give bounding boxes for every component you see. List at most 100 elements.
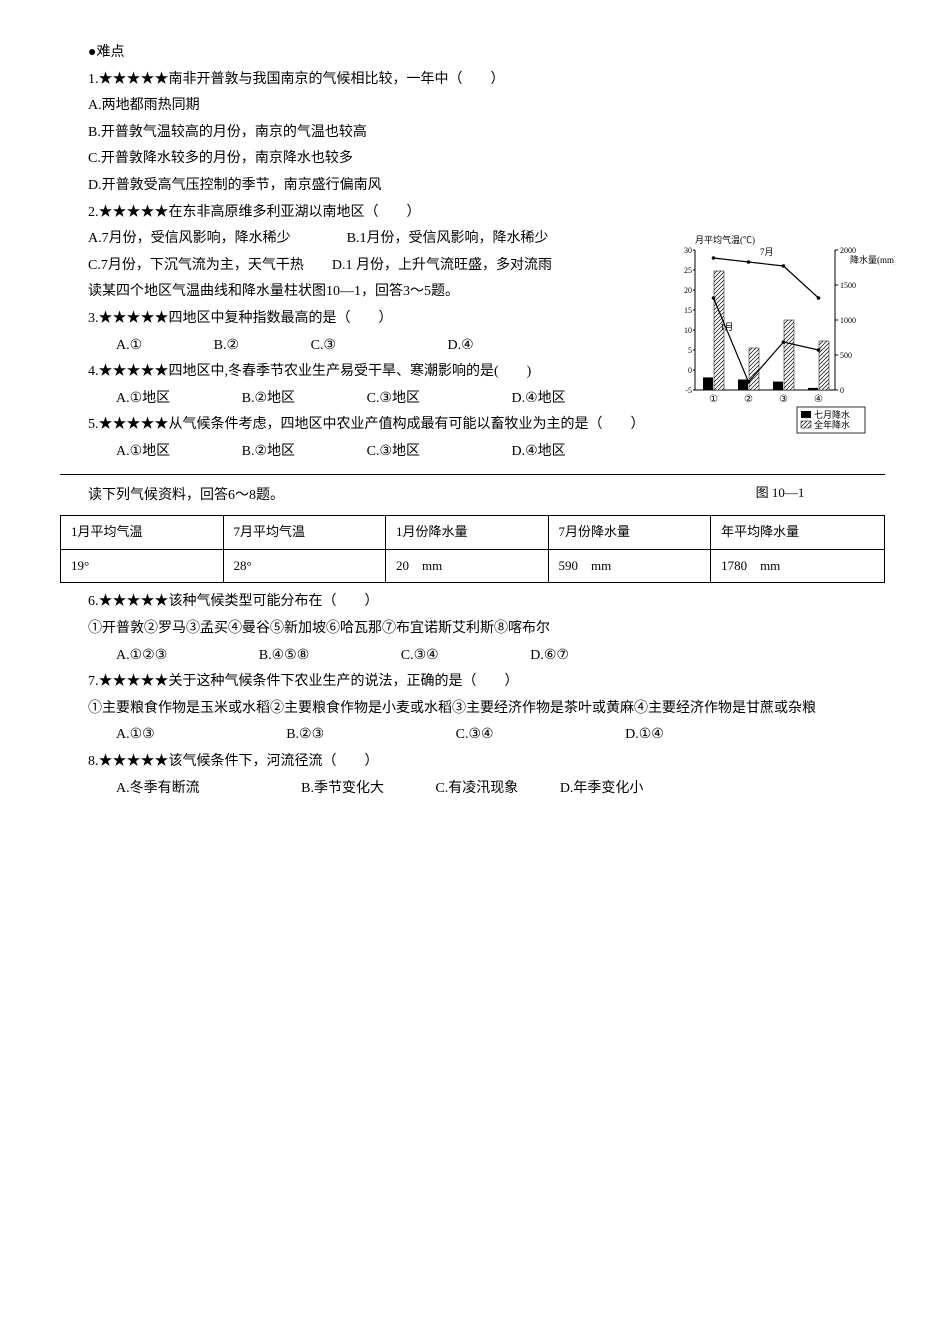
right-ticks: 2000 1500 1000 500 0 [835, 246, 856, 395]
q3-option-a: A.① [88, 333, 142, 360]
th-1: 1月平均气温 [61, 516, 224, 550]
left-y-label: 月平均气温(℃) [695, 235, 755, 245]
svg-text:25: 25 [684, 266, 692, 275]
svg-text:2000: 2000 [840, 246, 856, 255]
q6-choices: ①开普敦②罗马③孟买④曼谷⑤新加坡⑥哈瓦那⑦布宜诺斯艾利斯⑧喀布尔 [60, 616, 885, 643]
temp-line-jul [714, 258, 819, 298]
x-labels: ① ② ③ ④ [709, 394, 823, 405]
q1-option-b: B.开普敦气温较高的月份，南京的气温也较高 [60, 120, 885, 147]
bar-jul-1 [703, 377, 713, 390]
q3-option-d: D.④ [419, 333, 473, 360]
q3-stem: 3.★★★★★四地区中复种指数最高的是（ ） [60, 306, 650, 333]
svg-text:七月降水: 七月降水 [814, 409, 850, 420]
q7-option-b: B.②③ [258, 722, 324, 749]
svg-text:④: ④ [814, 394, 823, 405]
q1-option-d: D.开普敦受高气压控制的季节，南京盛行偏南风 [60, 173, 885, 200]
q2-stem: 2.★★★★★在东非高原维多利亚湖以南地区（ ） [60, 200, 650, 227]
q4-stem: 4.★★★★★四地区中,冬春季节农业生产易受干旱、寒潮影响的是( ) [60, 359, 650, 386]
q6-options: A.①②③ B.④⑤⑧ C.③④ D.⑥⑦ [60, 643, 885, 670]
q8-option-d: D.年季变化小 [532, 776, 644, 803]
q3-5-intro: 读某四个地区气温曲线和降水量柱状图10—1，回答3～5题。 [60, 279, 650, 306]
td-1: 19° [61, 549, 224, 583]
q1-option-a: A.两地都雨热同期 [60, 93, 885, 120]
document-content: ●难点 1.★★★★★南非开普敦与我国南京的气候相比较，一年中（ ） A.两地都… [60, 40, 885, 802]
svg-text:20: 20 [684, 286, 692, 295]
svg-text:15: 15 [684, 306, 692, 315]
svg-text:10: 10 [684, 326, 692, 335]
q2-option-b: B.1月份，受信风影响，降水稀少 [347, 231, 549, 246]
q5-option-b: B.②地区 [214, 439, 295, 466]
q1-stem: 1.★★★★★南非开普敦与我国南京的气候相比较，一年中（ ） [60, 67, 885, 94]
q4-options: A.①地区 B.②地区 C.③地区 D.④地区 [60, 386, 650, 413]
climate-chart: 月平均气温(℃) 降水量(mm) 30 25 20 15 10 5 0 -5 [665, 235, 895, 505]
jul-label: 7月 [760, 247, 774, 257]
q7-option-d: D.①④ [597, 722, 664, 749]
difficulty-header: ●难点 [60, 40, 885, 67]
q2-option-d: D.1 月份，上升气流旺盛，多对流雨 [332, 258, 552, 273]
th-2: 7月平均气温 [223, 516, 386, 550]
td-3: 20 mm [386, 549, 549, 583]
q8-option-b: B.季节变化大 [273, 776, 384, 803]
q7-options: A.①③ B.②③ C.③④ D.①④ [60, 722, 885, 749]
td-2: 28° [223, 549, 386, 583]
td-4: 590 mm [548, 549, 711, 583]
svg-text:0: 0 [840, 386, 844, 395]
right-y-label: 降水量(mm) [850, 254, 895, 265]
th-3: 1月份降水量 [386, 516, 549, 550]
svg-text:②: ② [744, 394, 753, 405]
q6-option-c: C.③④ [373, 643, 439, 670]
q2-line-ab: A.7月份，受信风影响，降水稀少 B.1月份，受信风影响，降水稀少 [60, 226, 650, 253]
q3-option-b: B.② [186, 333, 239, 360]
bar-year-3 [784, 320, 794, 390]
bar-jul-3 [773, 382, 783, 390]
q7-option-a: A.①③ [88, 722, 155, 749]
table-row: 19° 28° 20 mm 590 mm 1780 mm [61, 549, 885, 583]
svg-text:500: 500 [840, 351, 852, 360]
temp-line-jan [714, 298, 819, 382]
q1-option-c: C.开普敦降水较多的月份，南京降水也较多 [60, 146, 885, 173]
q6-option-d: D.⑥⑦ [502, 643, 569, 670]
q8-stem: 8.★★★★★该气候条件下，河流径流（ ） [60, 749, 885, 776]
q5-option-c: C.③地区 [339, 439, 420, 466]
jan-label: 1月 [720, 322, 734, 332]
svg-text:5: 5 [688, 346, 692, 355]
svg-text:1000: 1000 [840, 316, 856, 325]
q4-option-a: A.①地区 [88, 386, 170, 413]
svg-text:全年降水: 全年降水 [814, 419, 850, 430]
q3-option-c: C.③ [283, 333, 336, 360]
bar-year-2 [749, 348, 759, 390]
q8-option-c: C.有凌汛现象 [407, 776, 518, 803]
chart-caption: 图 10—1 [665, 481, 895, 506]
svg-text:③: ③ [779, 394, 788, 405]
q5-option-d: D.④地区 [483, 439, 565, 466]
bar-jul-4 [808, 388, 818, 390]
bar-year-4 [819, 341, 829, 390]
q3-options: A.① B.② C.③ D.④ [60, 333, 650, 360]
q7-choices: ①主要粮食作物是玉米或水稻②主要粮食作物是小麦或水稻③主要经济作物是茶叶或黄麻④… [60, 696, 885, 723]
q6-option-a: A.①②③ [88, 643, 167, 670]
q6-stem: 6.★★★★★该种气候类型可能分布在（ ） [60, 589, 885, 616]
bar-jul-2 [738, 380, 748, 391]
legend: 七月降水 全年降水 [797, 407, 865, 433]
svg-text:30: 30 [684, 246, 692, 255]
q8-options: A.冬季有断流 B.季节变化大 C.有凌汛现象 D.年季变化小 [60, 776, 885, 803]
climate-data-table: 1月平均气温 7月平均气温 1月份降水量 7月份降水量 年平均降水量 19° 2… [60, 515, 885, 583]
q2-option-a: A.7月份，受信风影响，降水稀少 [88, 231, 291, 246]
th-4: 7月份降水量 [548, 516, 711, 550]
table-header-row: 1月平均气温 7月平均气温 1月份降水量 7月份降水量 年平均降水量 [61, 516, 885, 550]
svg-text:1500: 1500 [840, 281, 856, 290]
svg-text:①: ① [709, 394, 718, 405]
q4-option-d: D.④地区 [483, 386, 565, 413]
td-5: 1780 mm [711, 549, 885, 583]
q7-stem: 7.★★★★★关于这种气候条件下农业生产的说法，正确的是（ ） [60, 669, 885, 696]
q8-option-a: A.冬季有断流 [88, 776, 200, 803]
chart-svg: 月平均气温(℃) 降水量(mm) 30 25 20 15 10 5 0 -5 [665, 235, 895, 435]
q5-options: A.①地区 B.②地区 C.③地区 D.④地区 [60, 439, 650, 466]
th-5: 年平均降水量 [711, 516, 885, 550]
q7-option-c: C.③④ [428, 722, 494, 749]
q2-option-c: C.7月份，下沉气流为主，天气干热 [88, 258, 304, 273]
left-ticks: 30 25 20 15 10 5 0 -5 [684, 246, 695, 395]
q4-option-c: C.③地区 [339, 386, 420, 413]
svg-text:0: 0 [688, 366, 692, 375]
svg-text:-5: -5 [685, 386, 692, 395]
